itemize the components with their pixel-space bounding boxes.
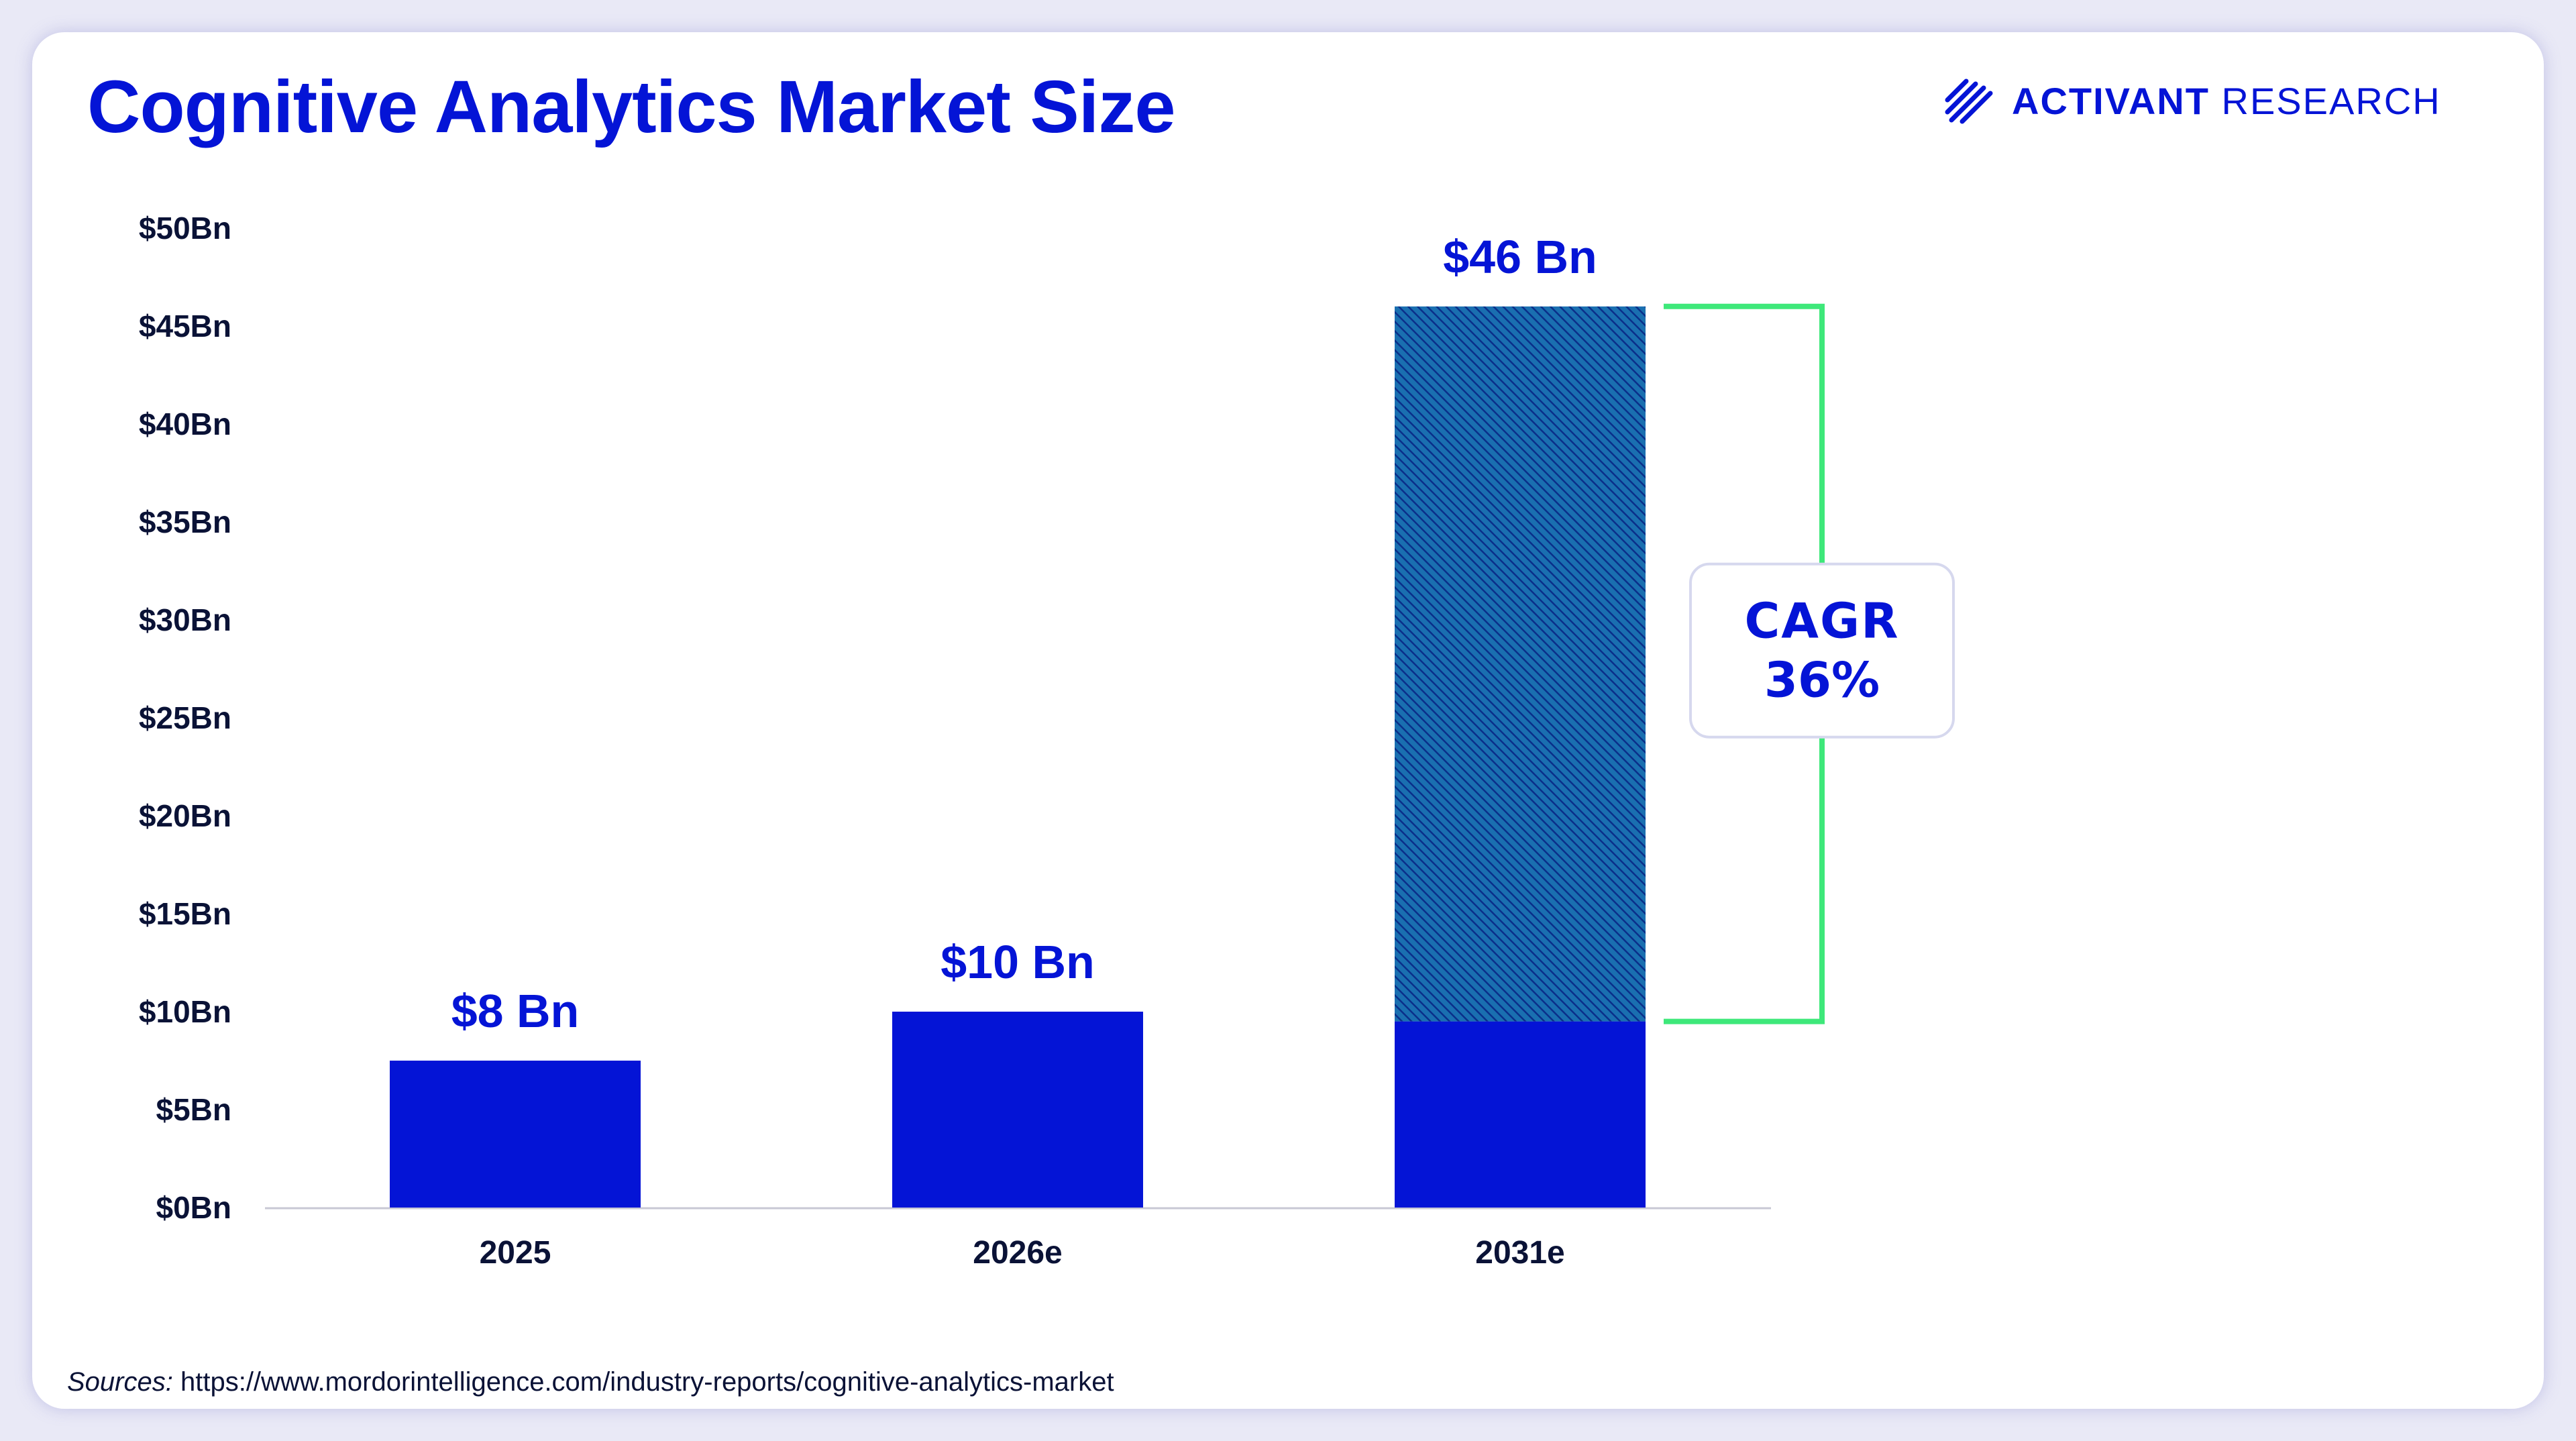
cagr-label: CAGR — [1744, 593, 1899, 649]
bar-growth-segment-2031e — [1395, 306, 1646, 1022]
bar-2025 — [390, 1061, 641, 1208]
y-tick-label: $0Bn — [156, 1190, 231, 1225]
brand-name-light: RESEARCH — [2221, 79, 2441, 122]
y-tick-label: $15Bn — [139, 896, 231, 931]
y-tick-label: $40Bn — [139, 407, 231, 441]
brand-name: ACTIVANT RESEARCH — [2012, 79, 2441, 123]
bars: $8 Bn 2025 $10 Bn 2026e $46 Bn 2031e — [390, 231, 1646, 1271]
sources-note: Sources: https://www.mordorintelligence.… — [67, 1367, 1114, 1397]
y-tick-label: $5Bn — [156, 1092, 231, 1127]
brand-name-strong: ACTIVANT — [2012, 79, 2210, 122]
x-tick-label-2026e: 2026e — [973, 1235, 1062, 1271]
y-axis: $0Bn $5Bn $10Bn $15Bn $20Bn $25Bn $30Bn $35Bn $4… — [139, 211, 231, 1225]
brand-logo: ACTIVANT RESEARCH — [1942, 74, 2441, 127]
cagr-value: 36% — [1764, 652, 1880, 708]
y-tick-label: $30Bn — [139, 602, 231, 637]
chart-title: Cognitive Analytics Market Size — [87, 66, 1176, 148]
bar-2026e — [892, 1012, 1143, 1208]
bar-base-segment-2031e — [1395, 1021, 1646, 1208]
y-tick-label: $50Bn — [139, 211, 231, 246]
x-tick-label-2031e: 2031e — [1475, 1235, 1564, 1271]
y-tick-label: $45Bn — [139, 309, 231, 343]
activant-logo-icon — [1945, 78, 1993, 124]
y-tick-label: $35Bn — [139, 504, 231, 539]
y-tick-label: $20Bn — [139, 798, 231, 833]
sources-url: https://www.mordorintelligence.com/indus… — [180, 1367, 1114, 1397]
cagr-box — [1689, 562, 1955, 739]
y-tick-label: $25Bn — [139, 700, 231, 735]
sources-label: Sources: — [67, 1367, 173, 1397]
data-label-2031e: $46 Bn — [1443, 231, 1597, 283]
x-tick-label-2025: 2025 — [480, 1235, 551, 1271]
y-tick-label: $10Bn — [139, 994, 231, 1029]
data-label-2025: $8 Bn — [451, 985, 580, 1037]
data-label-2026e: $10 Bn — [941, 936, 1095, 988]
